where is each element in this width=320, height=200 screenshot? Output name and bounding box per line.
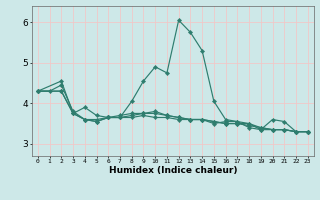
X-axis label: Humidex (Indice chaleur): Humidex (Indice chaleur) xyxy=(108,166,237,175)
